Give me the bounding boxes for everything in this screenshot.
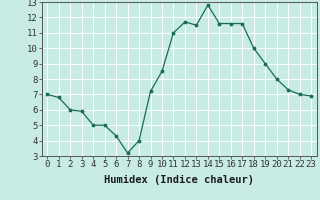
X-axis label: Humidex (Indice chaleur): Humidex (Indice chaleur) <box>104 175 254 185</box>
